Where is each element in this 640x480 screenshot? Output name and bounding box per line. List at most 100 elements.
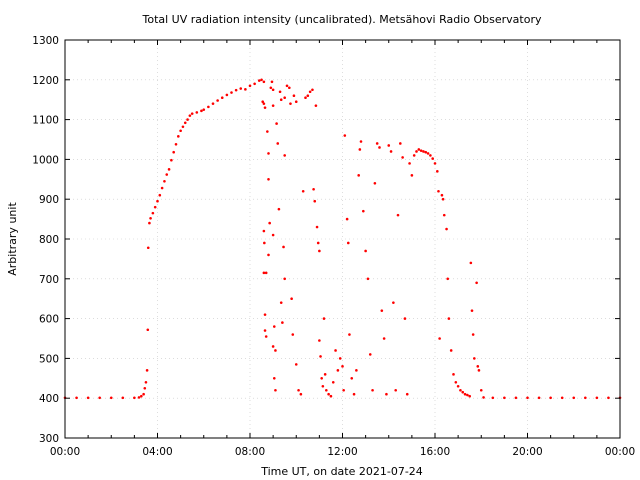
data-point [348,333,351,336]
data-point [146,246,150,250]
data-point [279,301,283,304]
data-point [137,396,141,399]
data-point [230,91,233,94]
data-point [266,130,269,133]
data-point [327,392,330,396]
data-point [429,154,432,157]
data-point [419,149,423,152]
y-tick-label: 500 [39,353,59,365]
data-point [417,148,421,151]
data-point [441,197,445,201]
data-point [316,241,320,245]
data-point [396,213,400,217]
data-point [289,102,292,105]
data-point [329,394,333,398]
data-point [149,217,152,220]
data-point [325,388,328,392]
data-point [281,321,284,324]
data-point [466,393,469,397]
data-point [401,156,404,159]
data-point [322,317,326,320]
data-point [595,396,599,400]
data-point [271,88,275,92]
data-point [471,333,475,336]
data-point [283,277,286,281]
data-point [442,213,446,217]
data-point [156,199,159,203]
data-point [299,392,303,396]
data-point [572,396,576,400]
data-point [263,313,267,316]
data-point [452,373,455,376]
data-point [426,152,430,155]
data-point [145,369,149,372]
y-tick-label: 600 [39,314,59,326]
data-point [343,134,347,137]
data-point [346,241,350,245]
data-point [269,86,273,90]
data-point [358,148,362,151]
data-point [424,150,428,154]
data-point [248,84,252,88]
data-point [479,388,483,392]
data-point [283,96,286,100]
data-point [368,353,372,356]
data-point [438,337,441,340]
x-tick-label: 20:00 [512,446,542,458]
data-point [267,178,270,181]
data-point [151,211,155,215]
data-point [262,102,266,105]
data-point [405,392,409,396]
data-point [318,339,321,342]
data-point [207,105,210,109]
data-point [433,162,437,165]
y-tick-label: 700 [39,274,59,286]
data-point [320,377,323,380]
data-point [366,277,370,281]
data-point [121,396,125,400]
data-point [415,150,418,153]
data-point [267,152,270,155]
data-point [449,349,453,352]
data-point [560,396,564,400]
data-point [158,193,162,197]
data-point [584,396,587,400]
data-point [456,384,460,388]
data-point [482,396,485,399]
data-point [202,108,206,111]
data-point [468,394,471,398]
data-point [277,207,281,211]
data-point [268,221,271,225]
data-point [408,162,411,165]
data-point [98,396,101,400]
data-point [220,96,224,100]
data-point [264,271,268,275]
data-point [313,199,317,203]
data-point [394,388,397,392]
data-point [382,337,386,340]
y-tick-label: 1000 [32,154,59,166]
data-point [263,241,266,245]
data-point [491,396,495,400]
data-point [345,217,349,221]
data-points [63,78,622,400]
data-point [454,380,458,384]
data-point [342,388,345,392]
data-point [174,142,178,146]
data-point [459,388,462,392]
data-point [271,104,275,107]
data-point [410,174,414,177]
data-point [285,84,289,88]
data-point [461,390,465,394]
x-tick-label: 04:00 [142,446,172,458]
data-point [321,384,325,388]
data-point [336,369,340,372]
data-point [357,174,360,177]
y-tick-label: 400 [39,393,59,405]
data-point [331,380,335,384]
data-point [292,94,296,98]
data-point [445,227,448,231]
y-tick-label: 800 [39,234,59,246]
